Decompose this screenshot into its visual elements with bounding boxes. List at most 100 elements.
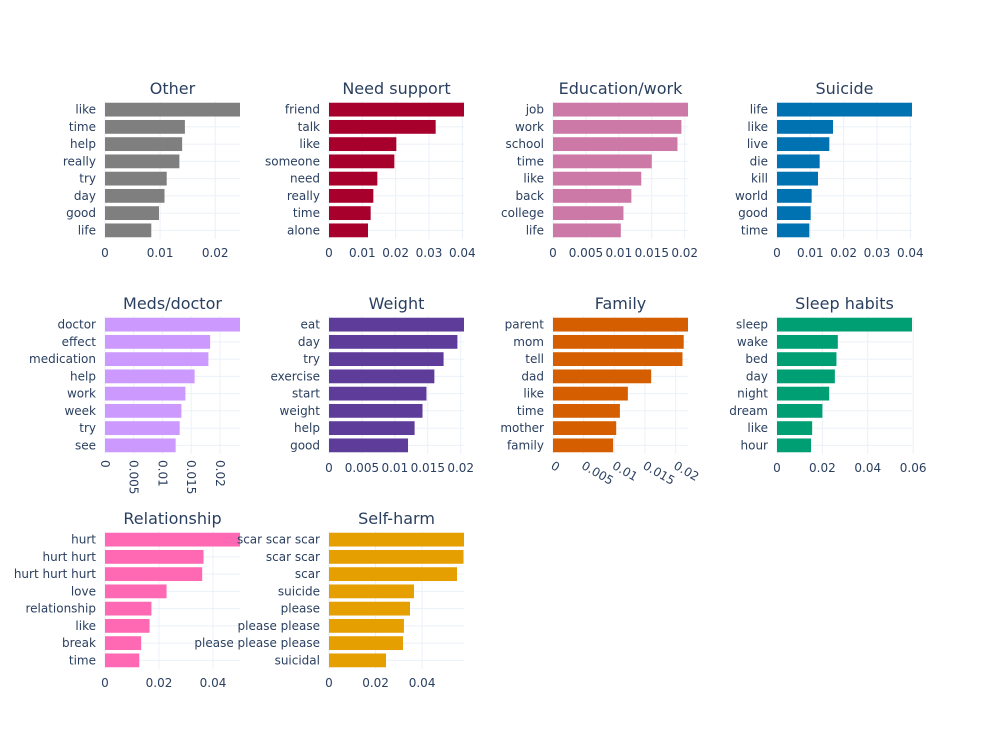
category-label: someone	[265, 154, 320, 168]
bar-education-work-3	[553, 154, 652, 169]
bar-family-2	[553, 352, 683, 367]
category-label: good	[66, 206, 96, 220]
tick-label: 0	[773, 246, 781, 260]
bar-weight-1	[329, 334, 458, 349]
panel-self-harm: Self-harm scar scar scar scar scar scar suic…	[194, 509, 464, 690]
bar-education-work-5	[553, 188, 632, 203]
bar-suicide-1	[777, 119, 833, 134]
category-label: see	[75, 438, 96, 452]
category-label: good	[738, 206, 768, 220]
category-label: like	[523, 172, 544, 186]
bar-sleep-habits-6	[777, 421, 813, 436]
bar-suicide-0	[777, 102, 912, 117]
category-label: break	[62, 636, 96, 650]
category-label: like	[523, 387, 544, 401]
category-label: world	[735, 189, 768, 203]
panel-family: Family parent mom tell dad like time mother fami…	[500, 294, 701, 488]
bar-weight-3	[329, 369, 435, 384]
bar-meds-doctor-7	[105, 438, 176, 453]
category-label: time	[293, 206, 320, 220]
category-label: dad	[521, 369, 544, 383]
panel-title: Weight	[369, 294, 425, 313]
bar-weight-5	[329, 403, 423, 418]
panel-sleep-habits: Sleep habits sleep wake bed day night dream lik…	[729, 294, 926, 475]
bar-sleep-habits-3	[777, 369, 835, 384]
panel-other: Other like time help really try day good life 0 0.…	[63, 79, 240, 260]
category-label: hurt	[71, 533, 96, 547]
tick-label: 0.02	[362, 676, 389, 690]
tick-label: 0.01	[155, 460, 169, 487]
panel-title: Family	[595, 294, 646, 313]
bar-education-work-6	[553, 206, 624, 221]
tick-label: 0	[325, 246, 333, 260]
category-label: back	[515, 189, 544, 203]
category-label: college	[501, 206, 544, 220]
bar-self-harm-7	[329, 653, 387, 668]
tick-label: 0.02	[213, 460, 227, 487]
tick-label: 0.03	[416, 246, 443, 260]
tick-label: 0.01	[605, 246, 632, 260]
bar-family-0	[553, 317, 688, 332]
tick-label: 0.04	[409, 676, 436, 690]
bar-need-support-4	[329, 171, 378, 186]
category-label: suicide	[278, 584, 320, 598]
bar-suicide-2	[777, 137, 830, 152]
category-label: please	[281, 602, 320, 616]
bar-need-support-3	[329, 154, 395, 169]
bar-sleep-habits-5	[777, 403, 823, 418]
tick-label: 0.005	[127, 460, 141, 494]
bar-meds-doctor-1	[105, 334, 211, 349]
bar-sleep-habits-2	[777, 352, 837, 367]
category-label: hour	[741, 438, 769, 452]
tick-label: 0.015	[184, 460, 198, 494]
bar-sleep-habits-1	[777, 334, 838, 349]
bar-family-7	[553, 438, 614, 453]
bar-family-6	[553, 421, 617, 436]
bar-relationship-2	[105, 567, 203, 582]
bar-relationship-1	[105, 549, 204, 564]
bar-relationship-0	[105, 532, 240, 547]
category-label: like	[75, 103, 96, 117]
bar-family-5	[553, 403, 620, 418]
bar-other-3	[105, 154, 180, 169]
category-label: dream	[729, 404, 768, 418]
category-label: like	[299, 137, 320, 151]
bar-sleep-habits-0	[777, 317, 912, 332]
category-label: mom	[513, 335, 544, 349]
panel-suicide: Suicide life like live die kill world good time 0…	[735, 79, 924, 260]
bar-other-5	[105, 188, 165, 203]
category-label: job	[525, 103, 544, 117]
panel-title: Relationship	[123, 509, 221, 528]
bar-meds-doctor-6	[105, 421, 180, 436]
bar-weight-0	[329, 317, 464, 332]
category-label: like	[747, 120, 768, 134]
category-label: alone	[287, 223, 320, 237]
panel-title: Other	[150, 79, 196, 98]
tick-label: 0.02	[202, 246, 229, 260]
tick-label: 0	[549, 246, 557, 260]
category-label: hurt hurt	[42, 550, 96, 564]
category-label: start	[292, 387, 320, 401]
category-label: kill	[751, 172, 768, 186]
bar-need-support-6	[329, 206, 371, 221]
bar-weight-4	[329, 386, 427, 401]
category-label: try	[303, 352, 320, 366]
category-label: talk	[298, 120, 320, 134]
tick-label: 0.02	[809, 461, 836, 475]
category-label: life	[750, 103, 768, 117]
bar-sleep-habits-4	[777, 386, 830, 401]
bar-relationship-3	[105, 584, 167, 599]
category-label: live	[747, 137, 768, 151]
category-label: help	[70, 369, 96, 383]
panel-title: Need support	[342, 79, 450, 98]
tick-label: 0.03	[864, 246, 891, 260]
bar-need-support-2	[329, 137, 397, 152]
bar-family-3	[553, 369, 652, 384]
panel-title: Meds/doctor	[123, 294, 222, 313]
category-label: hurt hurt hurt	[14, 567, 96, 581]
bar-self-harm-3	[329, 584, 414, 599]
bar-education-work-1	[553, 119, 682, 134]
tick-label: 0	[325, 676, 333, 690]
